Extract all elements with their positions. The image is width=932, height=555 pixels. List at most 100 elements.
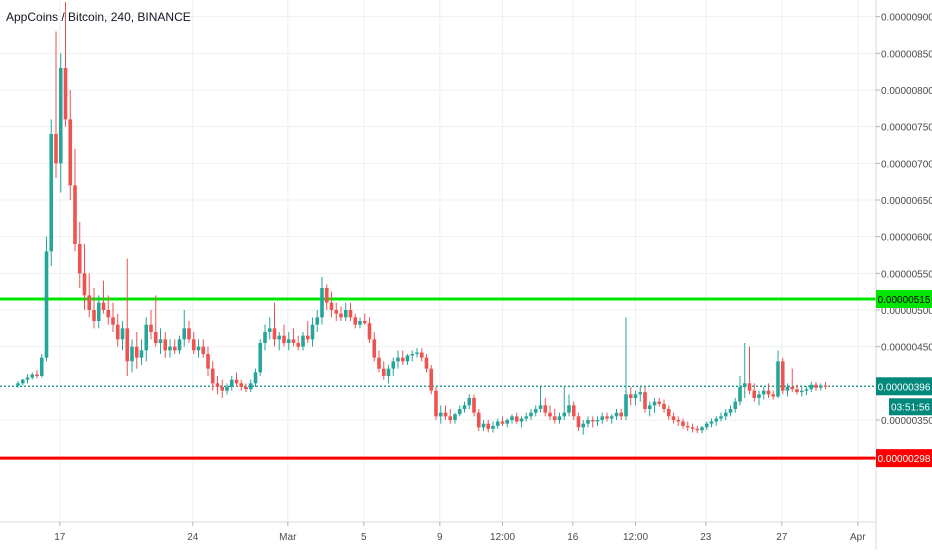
- candle-body: [486, 423, 491, 429]
- candle: [329, 291, 334, 318]
- resistance-price-label: 0.00000515: [878, 295, 931, 306]
- candle: [82, 244, 87, 310]
- x-tick-label: 17: [54, 532, 66, 543]
- candle-body: [590, 420, 595, 422]
- candle: [244, 383, 248, 393]
- candle-body: [386, 368, 391, 376]
- candle-body: [514, 416, 519, 422]
- candle-body: [400, 357, 405, 362]
- price-axis[interactable]: 0.00000350 0.00000450 0.00000500 0.00000550…: [876, 0, 932, 427]
- candle: [462, 401, 467, 413]
- candle-body: [381, 368, 386, 376]
- candle-body: [738, 387, 742, 402]
- candle: [595, 416, 600, 426]
- candle: [410, 350, 415, 362]
- candle: [182, 310, 187, 347]
- candle-body: [277, 335, 282, 340]
- candle: [438, 405, 443, 424]
- candle: [92, 288, 96, 329]
- candle-body: [30, 374, 35, 378]
- candle: [548, 405, 552, 420]
- candle-body: [814, 384, 818, 388]
- candle-body: [111, 317, 115, 325]
- candle: [804, 386, 809, 396]
- candle-body: [419, 352, 424, 358]
- candle-body: [320, 288, 324, 318]
- candle-body: [524, 416, 529, 419]
- last-price-price-tag: [876, 377, 932, 396]
- candle-body: [424, 357, 429, 369]
- x-tick-label: 27: [776, 532, 788, 543]
- candle: [443, 405, 448, 420]
- candle: [139, 339, 144, 365]
- y-tick-label: 0.00000600: [881, 233, 932, 244]
- candle-body: [372, 339, 377, 358]
- candle-body: [158, 339, 163, 343]
- candle-body: [348, 310, 353, 318]
- candle: [400, 350, 405, 365]
- x-tick-label: 9: [437, 532, 443, 543]
- candle-body: [125, 328, 130, 362]
- candle: [253, 368, 258, 387]
- candle-body: [291, 339, 296, 343]
- y-tick-label: 0.00000550: [881, 269, 932, 280]
- candle-body: [638, 392, 643, 395]
- candle-body: [733, 401, 738, 409]
- candle: [215, 376, 220, 395]
- candle-body: [662, 403, 666, 409]
- candle-body: [785, 387, 790, 391]
- candle: [671, 412, 676, 424]
- candle-body: [282, 335, 286, 343]
- candle: [628, 387, 633, 406]
- candle: [353, 313, 358, 329]
- candle: [310, 317, 315, 347]
- candle-body: [272, 328, 277, 340]
- candle-body: [709, 421, 714, 424]
- candle: [68, 90, 73, 200]
- candle-body: [172, 346, 177, 351]
- candle: [296, 335, 301, 351]
- candle: [685, 421, 690, 431]
- candle: [101, 280, 106, 314]
- candle: [419, 348, 424, 362]
- x-tick-label: 12:00: [623, 532, 648, 543]
- candle-body: [600, 416, 605, 420]
- candle-body: [68, 119, 73, 186]
- candle: [96, 295, 101, 329]
- y-tick-label: 0.00000500: [881, 306, 932, 317]
- candle-body: [301, 335, 305, 347]
- candle: [339, 306, 343, 321]
- candle: [766, 383, 771, 398]
- candle: [571, 401, 576, 420]
- candle-body: [562, 412, 567, 417]
- candle-body: [201, 346, 206, 354]
- time-axis[interactable]: 17 24 Mar 5 9 12:00 16 12:00 23 27 Apr: [54, 522, 866, 543]
- candle-body: [258, 343, 263, 373]
- candle-body: [809, 384, 814, 390]
- candle: [491, 421, 495, 433]
- candle: [286, 332, 291, 351]
- candle: [609, 414, 614, 424]
- candle-body: [690, 427, 695, 429]
- x-tick-label: Mar: [279, 532, 297, 543]
- candle: [130, 339, 134, 373]
- candle-body: [239, 383, 244, 387]
- candle-body: [752, 390, 757, 398]
- y-tick-label: 0.00000800: [881, 86, 932, 97]
- candle: [533, 405, 538, 417]
- candle-body: [576, 416, 581, 428]
- candle: [248, 379, 253, 393]
- candle-body: [728, 409, 733, 413]
- candle-body: [324, 288, 329, 303]
- candle: [662, 399, 666, 413]
- candle: [348, 302, 353, 321]
- candle: [695, 425, 700, 434]
- candle-body: [704, 423, 709, 428]
- candle-body: [652, 401, 657, 406]
- candle-body: [771, 394, 776, 397]
- candle-body: [305, 335, 310, 340]
- candle: [220, 379, 225, 398]
- candle: [676, 416, 681, 426]
- horizontal-levels: [0, 297, 876, 460]
